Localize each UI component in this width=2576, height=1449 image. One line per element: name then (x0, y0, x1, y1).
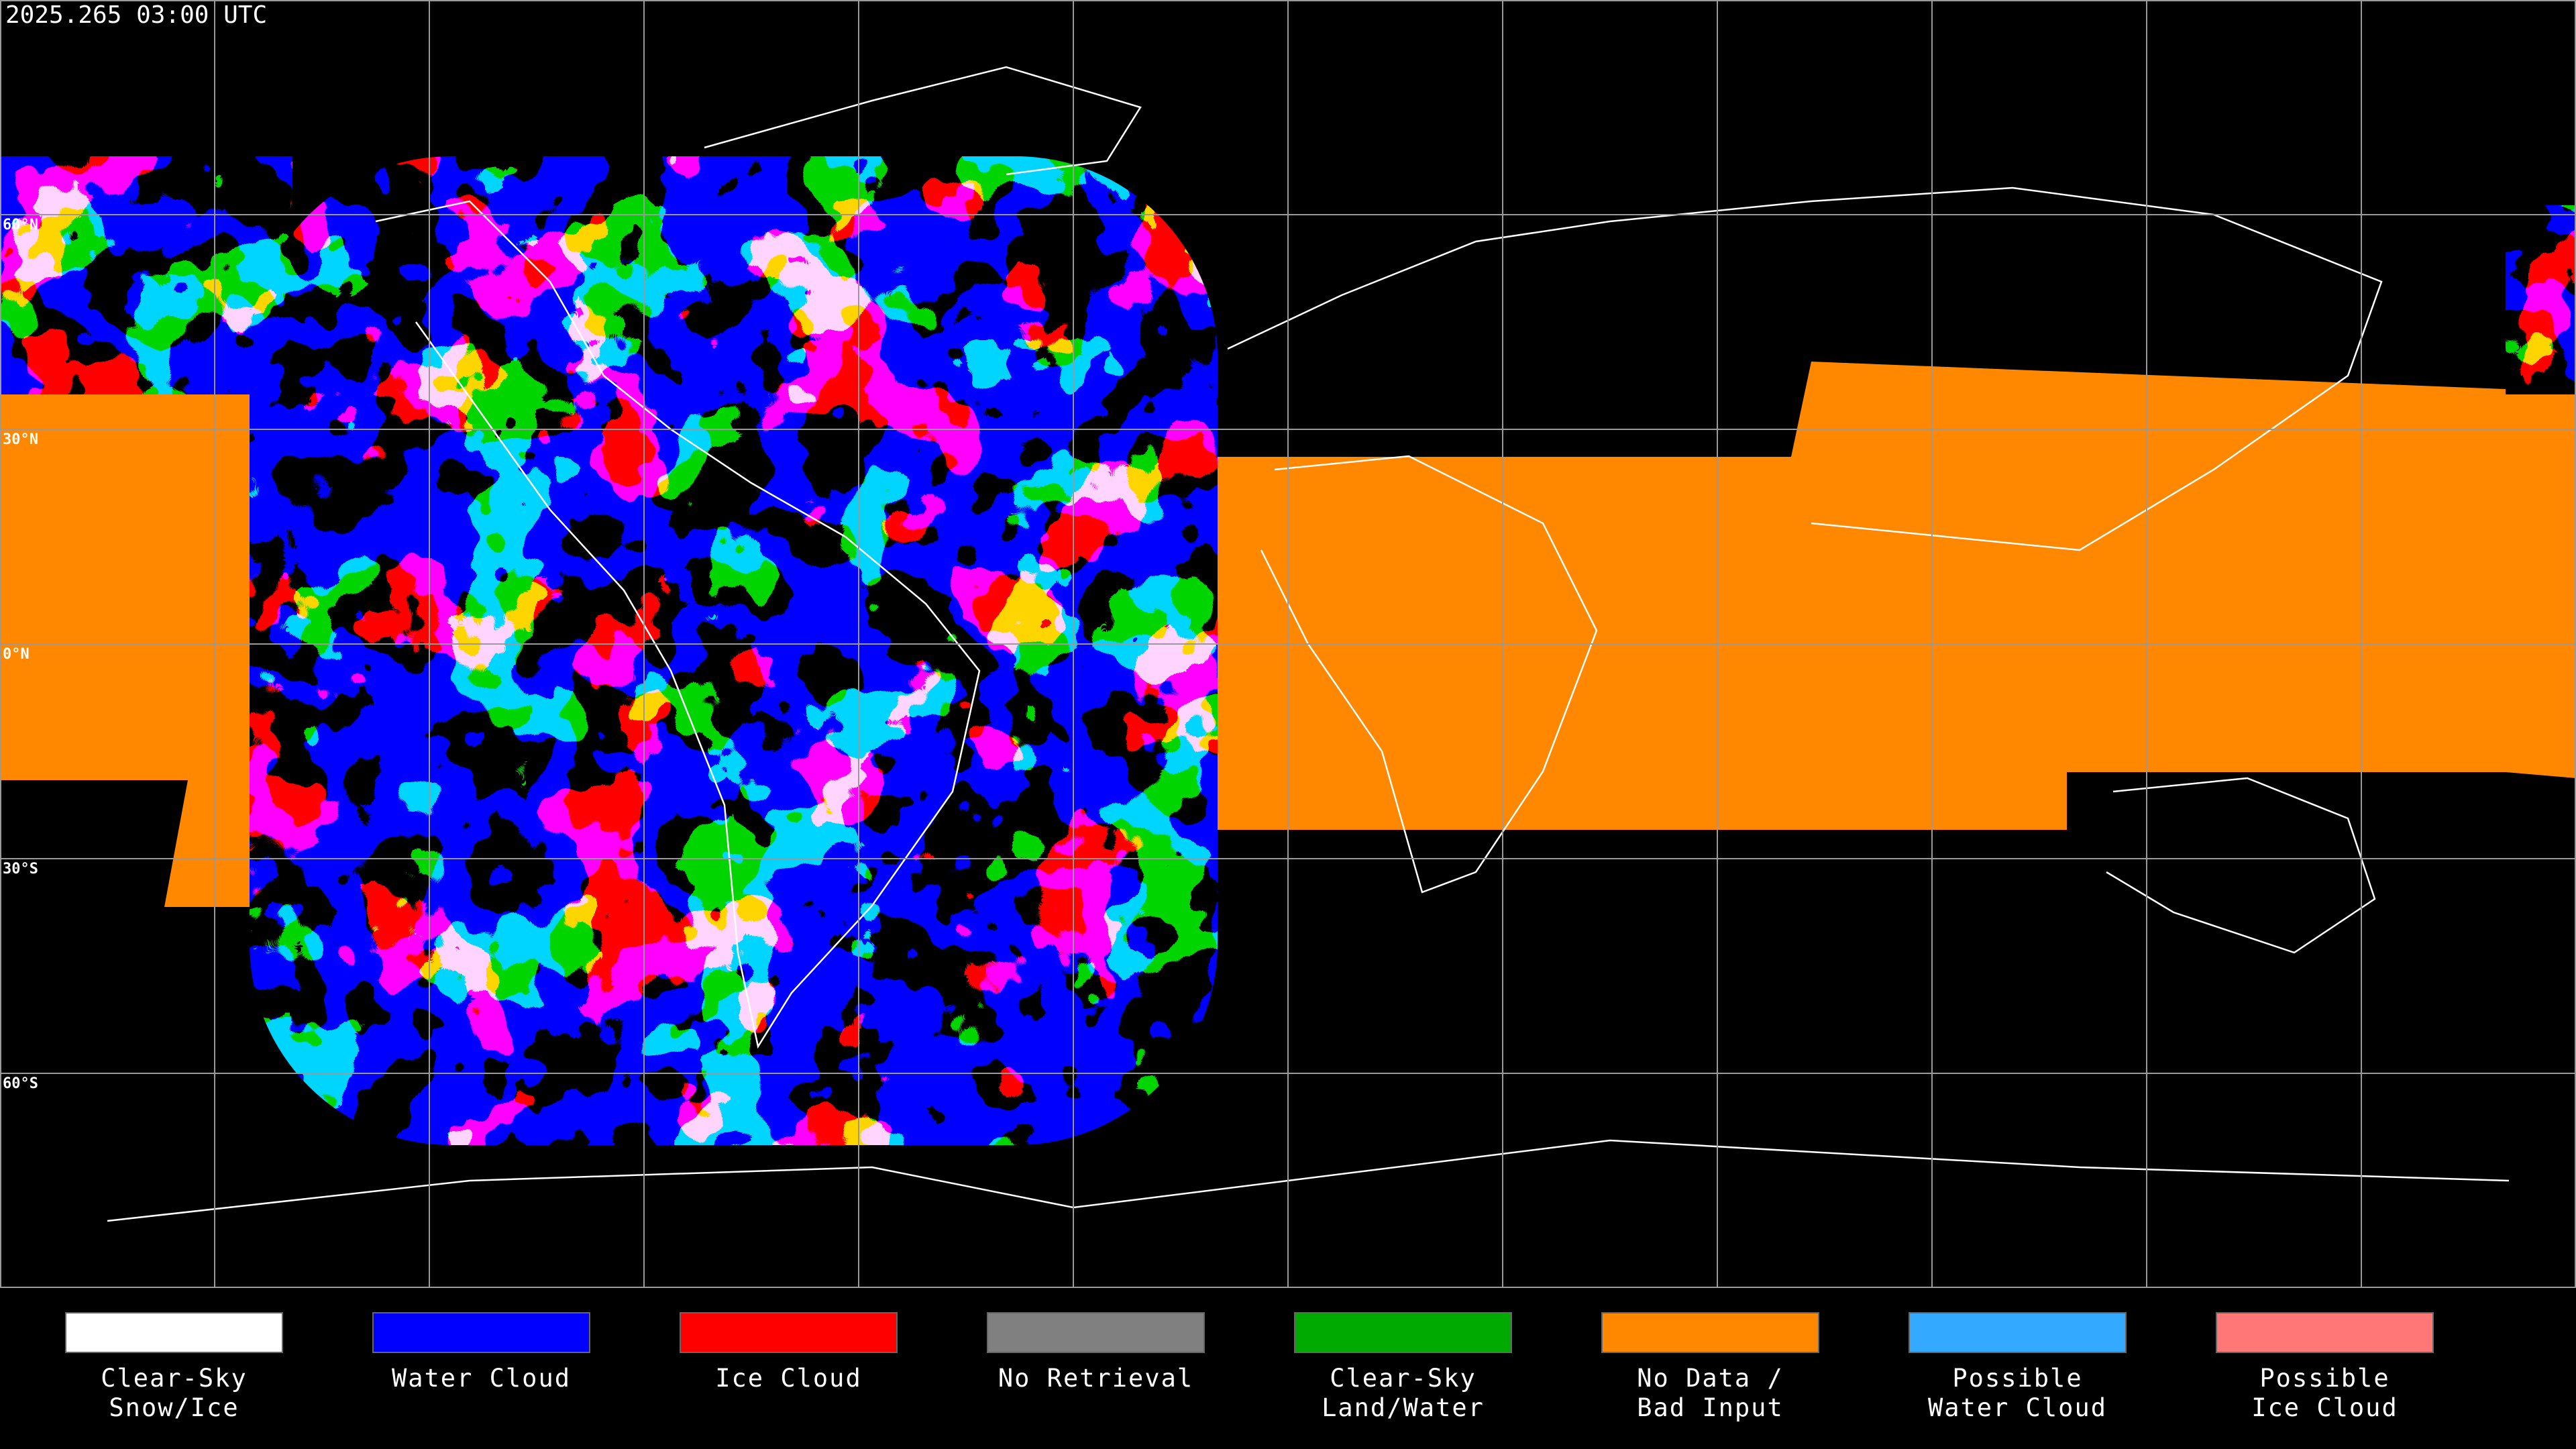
legend-swatch (1294, 1312, 1512, 1353)
legend-label: Possible (1952, 1364, 2082, 1393)
no-data-areas (0, 362, 2576, 907)
legend-swatch (1909, 1312, 2127, 1353)
latitude-label: 60°N (3, 217, 38, 233)
cloud-retrieval-disk (250, 156, 1218, 1145)
legend-swatch (680, 1312, 898, 1353)
latitude-label: 30°N (3, 431, 38, 448)
legend-label: No Retrieval (998, 1364, 1193, 1393)
legend-label: Ice Cloud (2251, 1393, 2398, 1422)
cloud-retrieval-east (2506, 205, 2576, 394)
legend-label: Water Cloud (392, 1364, 571, 1393)
legend-label: Bad Input (1637, 1393, 1783, 1422)
legend-label: No Data / (1637, 1364, 1783, 1393)
legend-swatch (65, 1312, 283, 1353)
legend-label: Water Cloud (1928, 1393, 2107, 1422)
legend-label: Snow/Ice (109, 1393, 239, 1422)
cloud-retrieval-west (0, 156, 292, 394)
latitude-label: 60°S (3, 1075, 38, 1092)
legend-swatch (987, 1312, 1205, 1353)
legend-label: Possible (2259, 1364, 2390, 1393)
legend-swatch (1601, 1312, 1819, 1353)
legend-swatch (372, 1312, 590, 1353)
map-frame (0, 0, 2576, 1288)
timestamp: 2025.265 03:00 UTC (5, 1, 267, 29)
legend-label: Clear-Sky (101, 1364, 247, 1393)
legend-label: Ice Cloud (715, 1364, 861, 1393)
legend-label: Clear-Sky (1330, 1364, 1476, 1393)
latitude-label: 0°N (3, 646, 30, 663)
legend-swatch (2216, 1312, 2434, 1353)
latitude-label: 30°S (3, 861, 38, 877)
graticule (0, 0, 2576, 1288)
legend-label: Land/Water (1322, 1393, 1485, 1422)
